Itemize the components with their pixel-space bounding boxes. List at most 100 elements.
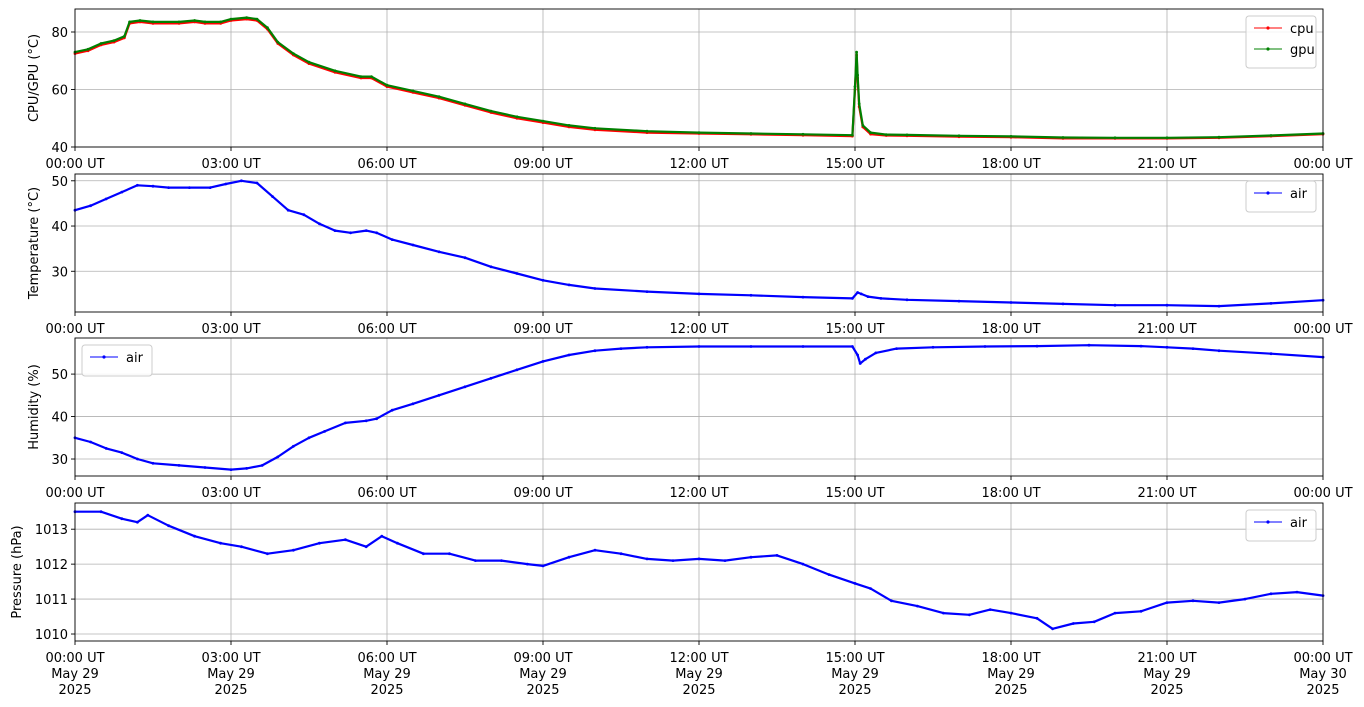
data-point <box>1061 136 1065 139</box>
x-tick-label: 00:00 UT <box>45 157 104 172</box>
data-point <box>801 562 805 566</box>
legend-label-cpu: cpu <box>1290 22 1314 37</box>
data-point <box>942 611 945 615</box>
data-point <box>193 19 197 22</box>
data-point <box>851 133 854 137</box>
data-point <box>89 440 92 444</box>
data-point <box>593 349 597 353</box>
data-point <box>333 229 337 233</box>
data-point <box>255 181 259 185</box>
data-point <box>188 186 191 190</box>
data-point <box>1035 344 1039 348</box>
data-point <box>1165 345 1169 349</box>
data-point <box>344 538 347 542</box>
data-point <box>957 134 961 138</box>
data-point <box>448 552 451 556</box>
x-tick-label: 06:00 UT <box>357 651 416 666</box>
data-point <box>697 292 701 296</box>
data-point <box>1139 344 1143 348</box>
legend-label-air: air <box>1290 187 1308 202</box>
data-point <box>120 517 124 521</box>
y-tick-label: 50 <box>51 368 68 383</box>
data-point <box>266 552 269 556</box>
legend-swatch-marker <box>1266 26 1270 30</box>
data-point <box>1072 622 1075 625</box>
data-point <box>411 89 415 93</box>
legend-label-air: air <box>126 351 144 366</box>
x-tick-label: 03:00 UT <box>201 651 260 666</box>
data-point <box>86 47 90 51</box>
legend-box <box>1245 15 1317 69</box>
data-point <box>1035 616 1039 620</box>
data-point <box>500 559 503 562</box>
data-point <box>671 559 675 562</box>
x-tick-label: 09:00 UT <box>513 651 572 666</box>
x-tick-label: 00:00 UT <box>1293 157 1352 172</box>
x-tick-label: 12:00 UT <box>669 486 728 501</box>
x-tick-label: 00:00 UT <box>1293 651 1352 666</box>
data-point <box>1009 135 1013 138</box>
legend-box <box>81 344 153 377</box>
legend-label-gpu: gpu <box>1290 43 1315 58</box>
data-point <box>861 124 865 127</box>
data-point <box>1113 303 1117 307</box>
data-point <box>541 564 545 568</box>
data-point <box>957 299 961 303</box>
data-point <box>128 20 132 24</box>
data-point <box>1269 302 1273 305</box>
data-point <box>463 256 467 260</box>
series-line-gpu <box>74 16 1324 139</box>
data-point <box>307 436 311 440</box>
legend-box <box>1245 180 1317 213</box>
x-tick-label: 09:00 UT <box>513 157 572 172</box>
x-tick-label: 21:00 UT <box>1137 157 1196 172</box>
data-point <box>489 376 493 380</box>
data-point <box>375 417 378 421</box>
data-point <box>567 124 571 127</box>
data-point <box>437 393 441 397</box>
x-tick-label: 15:00 UT <box>825 486 884 501</box>
data-point <box>1191 347 1195 350</box>
data-point <box>801 345 805 348</box>
data-point <box>1295 590 1299 594</box>
x-tick-label: 06:00 UT <box>357 157 416 172</box>
data-point <box>474 559 477 562</box>
data-point <box>515 368 519 372</box>
data-point <box>884 133 888 137</box>
data-point <box>99 42 103 45</box>
data-point <box>359 75 363 78</box>
data-point <box>292 52 295 55</box>
x-tick-label: 03:00 UT <box>201 322 260 337</box>
data-point <box>203 20 207 24</box>
x-tick-label: 03:00 UT <box>201 157 260 172</box>
data-point <box>1217 304 1221 308</box>
data-point <box>364 545 368 549</box>
x-tick-label: 2025 <box>994 683 1027 698</box>
data-point <box>853 582 857 585</box>
data-point <box>864 357 867 361</box>
y-tick-label: 40 <box>51 220 68 235</box>
data-point <box>437 250 441 254</box>
data-point <box>749 345 753 348</box>
x-tick-label: 2025 <box>58 683 91 698</box>
x-tick-label: May 29 <box>1143 667 1191 682</box>
data-point <box>697 131 701 135</box>
data-point <box>1139 609 1143 613</box>
chart-panel-3: 30 40 50 00:00 UT 03:00 UT 06:00 UT 09:00 UT 12… <box>27 337 1353 501</box>
data-point <box>276 40 280 44</box>
data-point <box>645 345 649 349</box>
data-point <box>858 362 862 365</box>
data-point <box>260 464 264 467</box>
data-point <box>697 345 701 348</box>
data-point <box>271 195 274 199</box>
data-point <box>120 451 124 454</box>
x-tick-label: 18:00 UT <box>981 486 1040 501</box>
legend-swatch-marker <box>102 355 106 359</box>
x-tick-label: 03:00 UT <box>201 486 260 501</box>
data-point <box>302 213 306 217</box>
data-point <box>749 132 753 135</box>
x-tick-label: May 29 <box>51 667 99 682</box>
data-point <box>890 599 893 603</box>
